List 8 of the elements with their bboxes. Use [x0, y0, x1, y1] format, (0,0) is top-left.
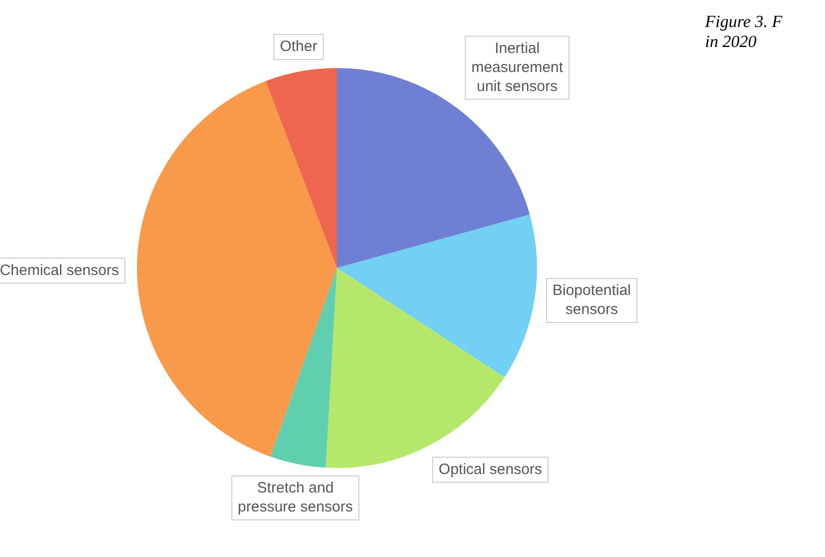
slice-label: Stretch and pressure sensors: [238, 480, 353, 516]
text: in 2020: [705, 32, 758, 52]
slice-label: Other: [280, 38, 318, 56]
slice-label: Inertial measurement unit sensors: [471, 40, 564, 95]
slice-label: Biopotential sensors: [552, 282, 631, 318]
slice-label: Optical sensors: [438, 460, 542, 478]
caption: Figure 3. F: [705, 12, 782, 32]
slice-label: Chemical sensors: [0, 262, 120, 279]
